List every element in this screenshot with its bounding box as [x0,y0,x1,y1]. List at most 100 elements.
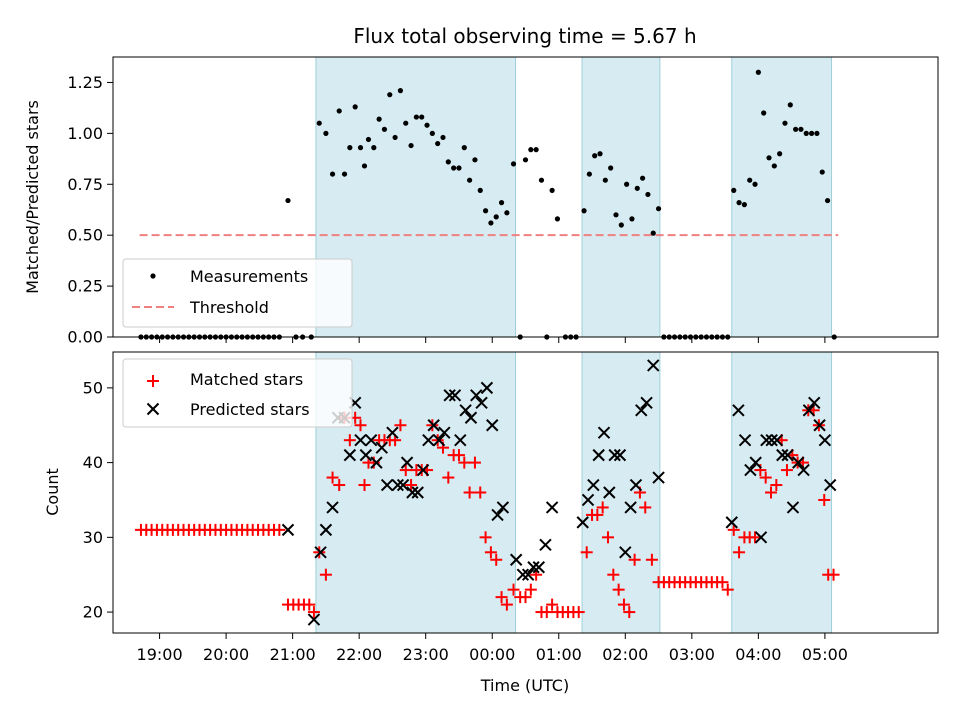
matched-point-65 [484,546,497,559]
matched-point-67 [495,591,508,604]
matched-point-109 [727,523,740,536]
matched-point-76 [546,598,559,611]
measurement-point-88 [629,216,635,222]
predicted-point-75 [813,419,826,432]
matched-point-40 [354,419,367,432]
predicted-point-43 [545,501,559,514]
measurement-point-34 [336,108,342,114]
predicted-point-36 [496,501,510,514]
predicted-stars-points [281,359,837,626]
predicted-point-50 [608,448,621,462]
predicted-point-33 [480,381,494,395]
predicted-point-77 [824,478,837,492]
predicted-point-46 [587,478,600,492]
matched-point-115 [759,471,772,484]
matched-point-64 [479,531,492,544]
predicted-point-70 [786,501,800,514]
measurement-point-85 [613,212,619,218]
matched-point-89 [617,598,630,611]
measurement-point-93 [655,206,662,212]
measurement-point-70 [528,147,534,153]
predicted-point-62 [744,463,757,477]
matched-point-34 [319,568,332,581]
matched-point-26 [273,523,286,536]
measurement-point-38 [357,145,364,151]
matched-point-117 [770,479,783,492]
predicted-point-0 [281,523,295,537]
legend-measurements-marker [150,273,156,279]
legend-measurements-label: Measurements [190,267,308,286]
top-ytick-label-4: 1.00 [67,124,103,143]
measurement-point-50 [419,114,425,120]
predicted-point-7 [343,448,357,462]
measurement-point-47 [403,120,409,126]
predicted-point-66 [765,433,778,447]
measurement-point-75 [554,216,561,222]
measurement-point-52 [429,130,435,136]
xtick-label-6: 01:00 [536,645,582,664]
measurement-point-107 [731,187,737,193]
measurement-point-115 [771,163,777,169]
matched-point-57 [442,471,455,484]
matched-point-90 [623,606,636,619]
measurement-point-63 [488,220,494,226]
measurement-point-72 [538,177,545,183]
measurement-point-66 [504,210,510,216]
measurement-point-112 [755,69,761,75]
matched-point-75 [540,606,553,619]
matched-point-116 [765,486,778,499]
measurement-point-90 [639,175,646,181]
bottom-y-axis-label: Count [43,468,62,516]
measurement-point-27 [285,197,291,204]
measurement-point-36 [347,145,353,151]
matched-point-48 [394,419,407,432]
bottom-y-ticks: 20 30 40 50 [83,378,113,622]
predicted-point-49 [603,486,616,499]
measurement-point-49 [413,114,419,120]
measurement-point-124 [819,169,825,175]
matched-point-128 [827,568,840,581]
top-shade-2 [731,56,833,338]
measurement-point-37 [352,104,358,110]
top-y-ticks: 0.00 0.25 0.50 0.75 1.00 1.25 [67,73,113,347]
matched-point-38 [343,434,356,447]
matched-point-62 [468,456,481,469]
matched-point-41 [358,479,371,492]
bottom-ytick-label-2: 40 [83,453,103,472]
bottom-shaded-intervals [315,351,833,634]
predicted-point-1 [307,613,321,626]
predicted-point-18 [400,456,414,469]
predicted-point-44 [576,516,589,529]
measurement-point-35 [341,171,348,177]
matched-point-69 [507,583,520,596]
bottom-legend-box [122,358,353,428]
matched-point-91 [628,553,641,566]
predicted-point-17 [396,478,410,492]
measurement-point-53 [435,140,441,147]
matched-point-85 [596,501,609,514]
bottom-panel: 20 30 40 50 19:00 20:00 21:00 22:00 23:00 00:00 0… [43,351,939,695]
measurement-point-43 [381,126,388,132]
top-legend: Measurements Threshold [122,258,353,328]
matched-point-82 [580,546,593,559]
predicted-point-53 [624,501,637,514]
measurement-point-46 [397,88,404,94]
predicted-point-52 [619,546,632,559]
measurement-point-48 [408,142,414,149]
measurement-point-116 [777,151,783,157]
xtick-label-0: 19:00 [137,645,183,664]
measurement-point-71 [533,147,539,153]
predicted-point-13 [375,441,388,454]
measurement-point-125 [824,197,831,204]
predicted-point-37 [509,553,523,566]
measurement-point-114 [766,155,772,161]
matched-point-126 [818,493,831,506]
legend-predicted-label: Predicted stars [190,400,310,419]
predicted-point-51 [613,448,627,462]
legend-matched-marker [147,375,159,387]
xtick-label-4: 23:00 [403,645,449,664]
predicted-point-15 [386,426,399,439]
predicted-point-58 [652,471,665,484]
chart-title: Flux total observing time = 5.67 h [353,24,696,48]
top-plot-frame [112,56,939,338]
